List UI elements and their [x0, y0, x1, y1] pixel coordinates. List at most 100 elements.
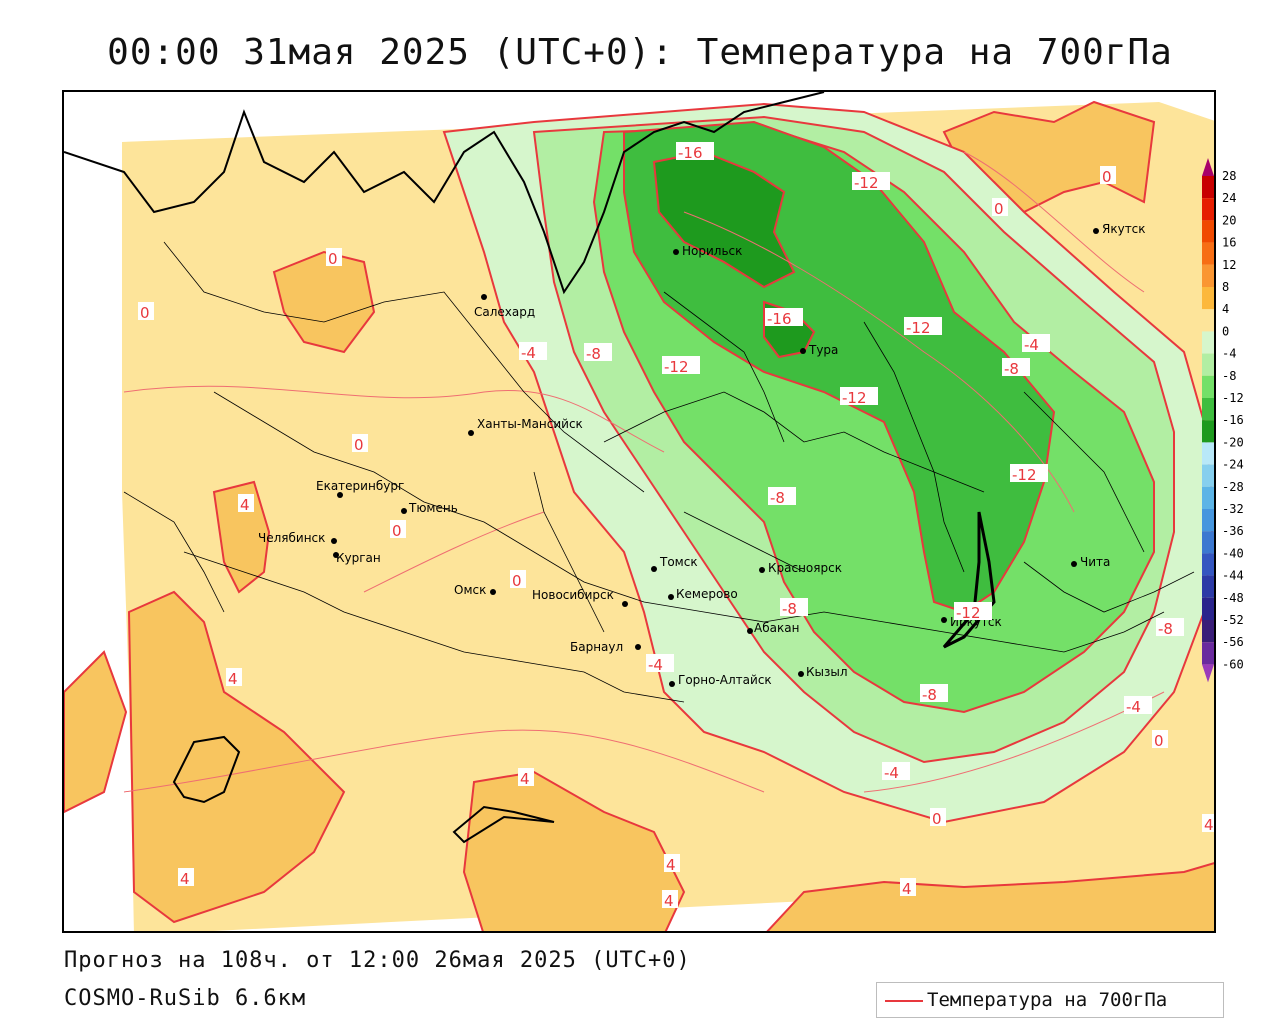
city-dot-ekaterinburg[interactable] — [337, 492, 343, 498]
isoline-label: 4 — [1202, 814, 1214, 834]
svg-text:0: 0 — [328, 250, 338, 268]
city-label-omsk: Омск — [454, 583, 486, 597]
svg-text:4: 4 — [180, 870, 190, 888]
isoline-label: -8 — [1002, 358, 1030, 378]
colorbar-segment — [1202, 509, 1214, 532]
city-dot-kyzyl[interactable] — [798, 671, 804, 677]
city-dot-norilsk[interactable] — [673, 249, 679, 255]
svg-text:0: 0 — [140, 304, 150, 322]
city-dot-irkutsk[interactable] — [941, 617, 947, 623]
isoline-label: -12 — [904, 317, 942, 337]
city-label-gorno-altaysk: Горно-Алтайск — [678, 673, 772, 687]
svg-text:0: 0 — [512, 572, 522, 590]
isoline-label: -8 — [1156, 618, 1184, 638]
isoline-label: -8 — [768, 487, 796, 507]
svg-text:-12: -12 — [842, 389, 867, 407]
svg-text:-16: -16 — [767, 310, 792, 328]
city-dot-chita[interactable] — [1071, 561, 1077, 567]
svg-text:-4: -4 — [648, 656, 663, 674]
city-dot-barnaul[interactable] — [635, 644, 641, 650]
colorbar-segment — [1202, 264, 1214, 287]
city-label-abakan: Абакан — [754, 621, 799, 635]
svg-text:-8: -8 — [1004, 360, 1019, 378]
city-dot-tomsk[interactable] — [651, 566, 657, 572]
colorbar-tick-label: -40 — [1222, 546, 1244, 560]
city-label-yakutsk: Якутск — [1102, 222, 1146, 236]
city-dot-kemerovo[interactable] — [668, 594, 674, 600]
isoline-label: 4 — [664, 854, 680, 874]
city-dot-krasnoyarsk[interactable] — [759, 567, 765, 573]
city-label-chelyabinsk: Челябинск — [258, 531, 325, 545]
svg-text:0: 0 — [1102, 168, 1112, 186]
colorbar-arrow-down — [1202, 664, 1214, 683]
city-dot-kurgan[interactable] — [333, 552, 339, 558]
forecast-caption: Прогноз на 108ч. от 12:00 26мая 2025 (UT… — [64, 948, 691, 973]
svg-text:-4: -4 — [1126, 698, 1141, 716]
city-dot-novosibirsk[interactable] — [622, 601, 628, 607]
isoline-label: -4 — [646, 654, 674, 674]
colorbar-tick-label: -56 — [1222, 635, 1244, 649]
svg-text:-8: -8 — [782, 600, 797, 618]
colorbar-segment — [1202, 176, 1214, 199]
colorbar-tick-label: -48 — [1222, 591, 1244, 605]
svg-text:-8: -8 — [922, 686, 937, 704]
isoline-label: 0 — [992, 198, 1008, 218]
isoline-label: 0 — [1152, 730, 1168, 750]
svg-text:4: 4 — [902, 880, 912, 898]
colorbar-tick-label: -44 — [1222, 569, 1244, 583]
city-dot-abakan[interactable] — [747, 628, 753, 634]
legend-line-swatch — [885, 1000, 923, 1002]
svg-text:4: 4 — [240, 496, 250, 514]
svg-text:4: 4 — [1204, 816, 1214, 834]
isoline-label: -4 — [882, 762, 910, 782]
isoline-label: -8 — [920, 684, 948, 704]
city-dot-yakutsk[interactable] — [1093, 228, 1099, 234]
city-label-tomsk: Томск — [659, 555, 698, 569]
svg-text:-12: -12 — [854, 174, 879, 192]
isoline-label: -4 — [1124, 696, 1152, 716]
legend-label: Температура на 700гПа — [927, 989, 1168, 1011]
city-dot-gorno-altaysk[interactable] — [669, 681, 675, 687]
map-svg: Якутск Норильск Салехард Тура Ханты-Манс… — [64, 92, 1214, 931]
svg-text:4: 4 — [664, 892, 674, 910]
city-dot-tyumen[interactable] — [401, 508, 407, 514]
colorbar-tick-label: -8 — [1222, 369, 1236, 383]
colorbar-segment — [1202, 442, 1214, 465]
city-dot-tura[interactable] — [800, 348, 806, 354]
isoline-label: -4 — [1022, 334, 1050, 354]
svg-text:4: 4 — [228, 670, 238, 688]
isoline-label: -12 — [662, 356, 700, 376]
colorbar-segment — [1202, 242, 1214, 265]
colorbar-tick-label: 16 — [1222, 236, 1236, 250]
svg-text:-12: -12 — [664, 358, 689, 376]
svg-text:4: 4 — [520, 770, 530, 788]
temperature-map[interactable]: Якутск Норильск Салехард Тура Ханты-Манс… — [62, 90, 1216, 933]
colorbar-segment — [1202, 353, 1214, 376]
isoline-label: -8 — [780, 598, 808, 618]
isoline-label: 4 — [238, 494, 254, 514]
colorbar-tick-label: 28 — [1222, 169, 1236, 183]
city-dot-chelyabinsk[interactable] — [331, 538, 337, 544]
svg-text:-4: -4 — [521, 344, 536, 362]
colorbar-segment — [1202, 287, 1214, 310]
colorbar-tick-label: -16 — [1222, 413, 1244, 427]
city-dot-khanty-mansiysk[interactable] — [468, 430, 474, 436]
isoline-label: -4 — [519, 342, 547, 362]
colorbar-segment — [1202, 331, 1214, 354]
city-dot-omsk[interactable] — [490, 589, 496, 595]
colorbar-segment — [1202, 642, 1214, 665]
colorbar-tick-label: -24 — [1222, 458, 1244, 472]
city-dot-salekhard[interactable] — [481, 294, 487, 300]
isoline-label: -12 — [852, 172, 890, 192]
isoline-label: 4 — [226, 668, 242, 688]
isoline-labels: -16 -12 -12 -16 -12 -12 -12 -8 -8 -8 -8 … — [138, 142, 1214, 910]
isoline-label: 0 — [138, 302, 154, 322]
svg-text:-12: -12 — [956, 604, 981, 622]
city-label-kemerovo: Кемерово — [676, 587, 738, 601]
city-label-khanty-mansiysk: Ханты-Мансийск — [477, 417, 583, 431]
city-label-chita: Чита — [1080, 555, 1110, 569]
colorbar-segment — [1202, 553, 1214, 576]
svg-text:0: 0 — [354, 436, 364, 454]
colorbar-segment — [1202, 464, 1214, 487]
isoline-label: 0 — [352, 434, 368, 454]
